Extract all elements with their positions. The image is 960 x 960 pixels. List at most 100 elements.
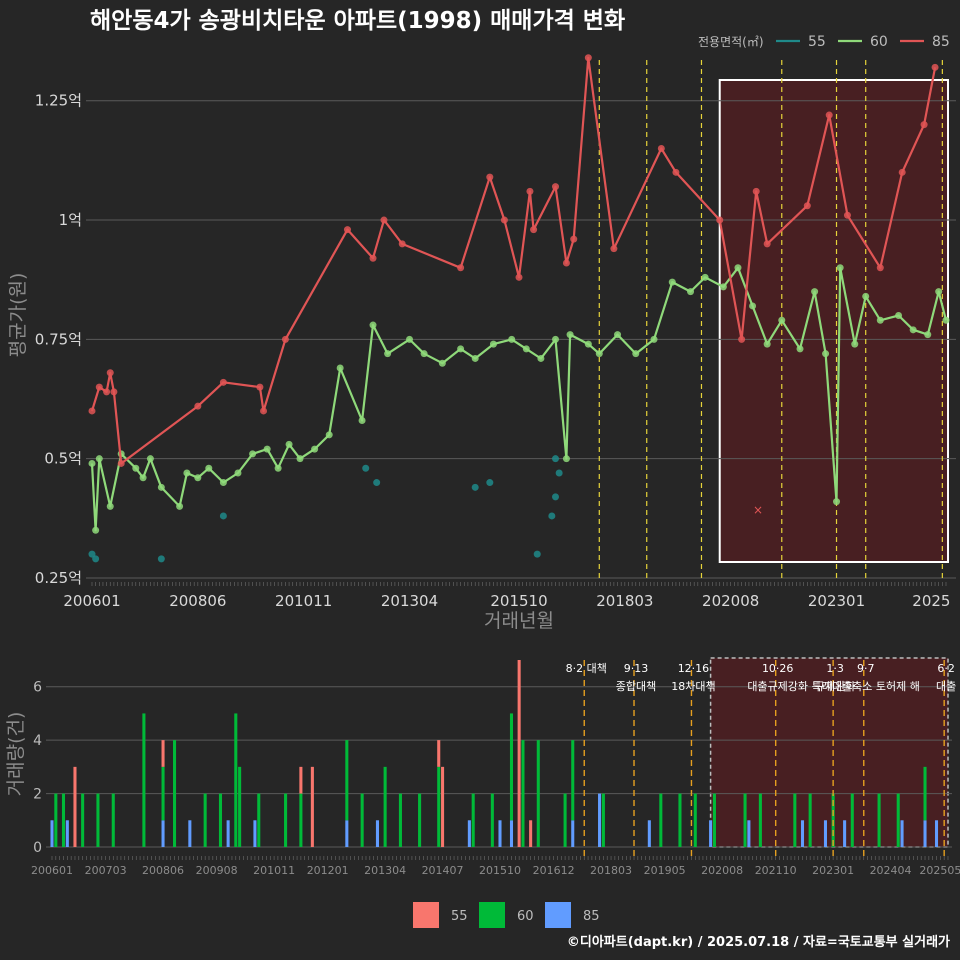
data-point-55 [373,479,381,487]
data-point-60 [489,340,497,348]
legend-label-85: 85 [932,34,950,50]
data-point-85 [672,168,680,176]
data-point-85 [551,183,559,191]
data-point-60 [942,316,950,324]
bar-legend-swatch-60 [479,902,505,928]
data-point-55 [88,550,96,558]
data-point-60 [263,445,271,453]
volume-bar-60 [218,793,223,847]
data-point-85 [562,259,570,267]
data-point-60 [595,350,603,358]
volume-bar-55 [73,766,77,847]
volume-x-tick-label: 201612 [533,864,575,877]
data-point-85 [657,144,665,152]
event-label-date: 1·3 [826,662,844,675]
data-point-60 [146,455,154,463]
data-point-60 [285,440,293,448]
volume-bar-85 [823,820,828,847]
data-point-85 [931,63,939,71]
data-point-55 [555,469,563,477]
volume-bar-60 [536,740,540,847]
volume-bar-60 [793,793,797,847]
volume-bar-60 [61,793,66,847]
data-point-60 [749,302,757,310]
volume-bar-60 [284,793,288,847]
data-point-85 [380,216,388,224]
volume-bar-60 [96,793,100,847]
data-point-85 [610,245,618,253]
volume-bar-85 [65,820,69,847]
bar-legend-label-55: 55 [451,909,468,924]
data-point-60 [176,502,184,510]
data-point-55 [157,555,165,563]
bar-legend-label-60: 60 [517,909,534,924]
data-point-60 [205,464,213,472]
volume-bar-85 [934,820,939,847]
event-label-desc: 대출규제강화 [747,680,808,693]
data-point-85 [88,407,96,415]
volume-bar-60 [238,766,242,847]
volume-x-tick-label: 202110 [755,864,797,877]
volume-x-tick-label: 201407 [422,864,464,877]
data-point-85 [584,54,592,62]
data-point-60 [701,273,709,281]
volume-x-tick-label: 201510 [479,864,521,877]
volume-bar-85 [188,820,192,847]
legend-title: 전용면적(㎡) [698,35,764,49]
volume-bar-60 [509,713,514,821]
data-point-55 [486,479,494,487]
data-point-60 [796,345,804,353]
data-point-60 [734,264,742,272]
x-tick-label: 201803 [596,592,653,610]
data-point-60 [384,350,392,358]
chart-title: 해안동4가 송광비치타운 아파트(1998) 매매가격 변화 [90,8,625,34]
data-point-60 [508,335,516,343]
y-axis-title: 평균가(원) [7,273,29,358]
volume-bar-85 [375,820,380,847]
bar-legend-swatch-85 [545,902,571,928]
volume-bar-85 [50,820,54,847]
data-point-85 [260,407,268,415]
data-point-60 [249,450,257,458]
data-point-60 [369,321,377,329]
volume-bar-85 [253,820,257,847]
data-point-85 [716,216,724,224]
data-point-60 [336,364,344,372]
bar-legend-label-85: 85 [583,909,600,924]
data-point-60 [157,483,165,491]
volume-bar-60 [345,740,349,821]
x-tick-label: 202008 [702,592,759,610]
volume-bar-60 [896,793,900,847]
volume-bar-60 [678,793,682,847]
volume-bar-85 [571,820,575,847]
x-tick-label: 202301 [808,592,865,610]
volume-x-tick-label: 201304 [364,864,406,877]
volume-bar-60 [172,740,177,847]
volume-bar-60 [161,766,165,821]
bar-legend-swatch-55 [413,902,439,928]
volume-bar-60 [299,793,303,847]
event-label-desc: 종합대책 [616,680,656,693]
data-point-60 [935,288,943,296]
data-point-60 [632,350,640,358]
volume-bar-60 [234,713,238,847]
data-point-60 [778,316,786,324]
volume-bar-60 [81,793,85,847]
data-point-85 [398,240,406,248]
volume-x-tick-label: 201201 [307,864,349,877]
data-point-60 [88,459,96,467]
data-point-60 [851,340,859,348]
x-tick-label: 201304 [381,592,438,610]
data-point-60 [822,350,830,358]
volume-x-tick-label: 200908 [196,864,238,877]
data-point-55 [551,493,559,501]
data-point-85 [920,121,928,129]
volume-bar-60 [923,766,927,821]
data-point-85 [570,235,578,243]
volume-bar-60 [257,793,261,847]
data-point-60 [833,498,841,506]
volume-x-tick-label: 202505 [919,864,960,877]
data-point-60 [566,331,574,339]
volume-bar-60 [398,793,402,847]
volume-bar-85 [161,820,165,847]
